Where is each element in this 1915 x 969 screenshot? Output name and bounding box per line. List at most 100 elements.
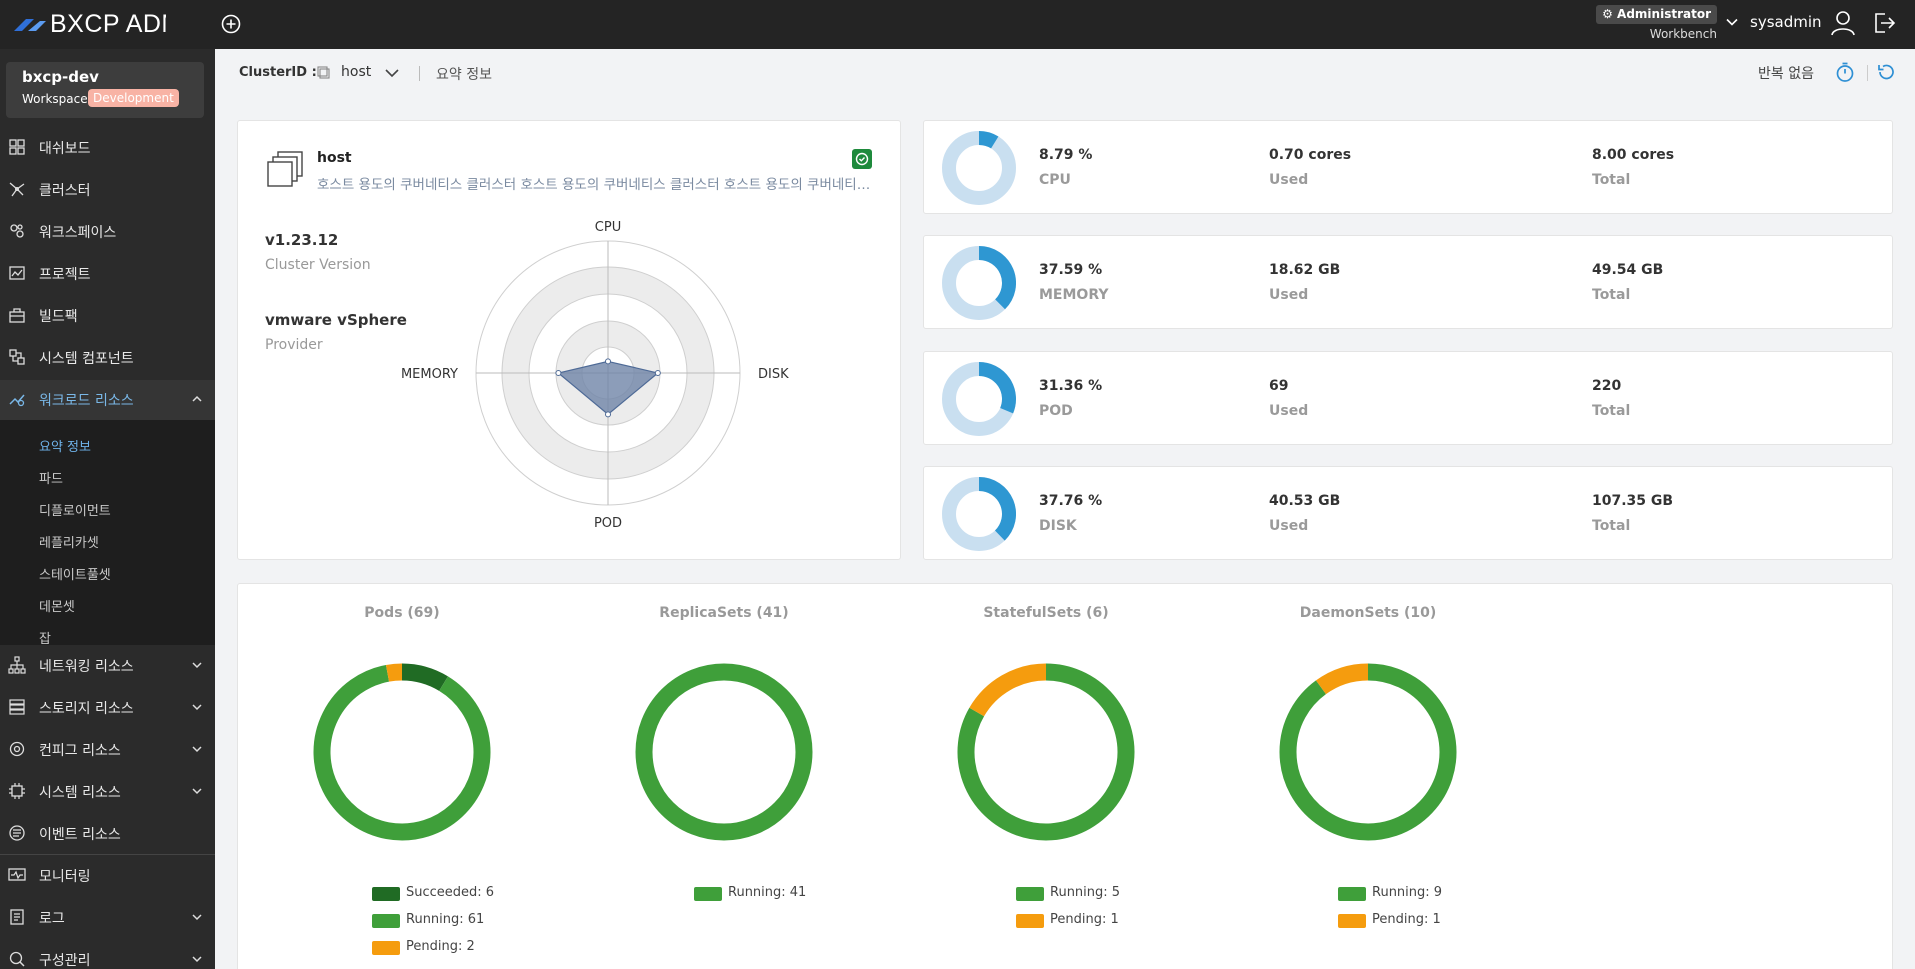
chevron-up-icon bbox=[192, 395, 202, 402]
chevron-down-icon[interactable] bbox=[384, 66, 400, 80]
total-value: 8.00 cores bbox=[1592, 147, 1675, 163]
user-icon bbox=[1831, 11, 1855, 36]
legend-label: Running: 5 bbox=[1050, 885, 1121, 900]
submenu-item-deployment[interactable]: 디플로이먼트 bbox=[39, 504, 111, 519]
logout-button[interactable] bbox=[1871, 10, 1897, 36]
sidebar-item-config-manage[interactable]: 구성관리 bbox=[0, 940, 215, 969]
donut-segment-succeeded[interactable] bbox=[401, 663, 448, 692]
dashboard-icon bbox=[9, 139, 25, 155]
sidebar-item-monitoring[interactable]: 모니터링 bbox=[0, 856, 215, 894]
sidebar-item-log[interactable]: 로그 bbox=[0, 898, 215, 936]
submenu-item-summary[interactable]: 요약 정보 bbox=[39, 440, 91, 455]
submenu-item-statefulset[interactable]: 스테이트풀셋 bbox=[39, 568, 111, 583]
cluster-version-value: v1.23.12 bbox=[265, 231, 339, 249]
legend-swatch bbox=[1338, 914, 1366, 928]
workload-title: StatefulSets (6) bbox=[983, 605, 1109, 621]
submenu-item-job[interactable]: 잡 bbox=[39, 632, 51, 647]
donut-segment-running[interactable] bbox=[957, 663, 1135, 841]
system-resource-icon bbox=[9, 783, 25, 799]
radar-point[interactable] bbox=[605, 358, 611, 365]
plus-circle-icon bbox=[221, 14, 241, 34]
cluster-select[interactable]: host bbox=[341, 64, 372, 80]
usage-percent: 31.36 % bbox=[1039, 378, 1103, 394]
workspace-card[interactable]: bxcp-dev Workspace Development bbox=[6, 62, 204, 118]
daemonsets-status: DaemonSets (10) Running: 9 Pending: 1 bbox=[1238, 584, 1498, 969]
sidebar-item-storage[interactable]: 스토리지 리소스 bbox=[0, 688, 215, 726]
sidebar-item-config[interactable]: 컨피그 리소스 bbox=[0, 730, 215, 768]
donut-segment-running[interactable] bbox=[313, 664, 491, 841]
chevron-down-icon bbox=[192, 662, 202, 669]
submenu-item-replicaset[interactable]: 레플리카셋 bbox=[39, 536, 99, 551]
cluster-id-label: ClusterID : bbox=[239, 65, 317, 80]
used-value: 69 bbox=[1269, 378, 1289, 394]
role-switcher[interactable]: ⚙ Administrator Workbench bbox=[1596, 5, 1745, 43]
sidebar-item-workload[interactable]: 워크로드 리소스 bbox=[0, 380, 215, 420]
pods-status: Pods (69) Succeeded: 6 Running: 61 Pending… bbox=[272, 584, 532, 969]
network-icon bbox=[8, 656, 26, 674]
role-subtitle: Workbench bbox=[1649, 27, 1717, 41]
sidebar-item-label: 컨피그 리소스 bbox=[39, 743, 121, 759]
submenu-item-daemonset[interactable]: 데몬셋 bbox=[39, 600, 75, 615]
sidebar-item-system-component[interactable]: 시스템 컴포넌트 bbox=[0, 338, 215, 376]
sidebar-item-label: 로그 bbox=[39, 911, 65, 927]
donut-segment-running[interactable] bbox=[635, 663, 813, 841]
sidebar-item-cluster[interactable]: 클러스터 bbox=[0, 170, 215, 208]
workload-icon bbox=[9, 394, 25, 407]
sidebar-item-event[interactable]: 이벤트 리소스 bbox=[0, 814, 215, 852]
legend-swatch bbox=[1016, 914, 1044, 928]
sidebar-item-label: 빌드팩 bbox=[39, 309, 78, 325]
refresh-interval-label[interactable]: 반복 없음 bbox=[1758, 66, 1814, 82]
config-manage-icon bbox=[9, 951, 25, 967]
sidebar-item-project[interactable]: 프로젝트 bbox=[0, 254, 215, 292]
config-icon bbox=[9, 741, 25, 757]
timer-icon[interactable] bbox=[1834, 61, 1856, 83]
radar-point[interactable] bbox=[654, 370, 661, 376]
sidebar-item-label: 스토리지 리소스 bbox=[39, 701, 134, 717]
used-label: Used bbox=[1269, 518, 1309, 534]
environment-badge: Development bbox=[88, 89, 179, 107]
sidebar-item-label: 워크스페이스 bbox=[39, 225, 117, 241]
workload-status-card: Pods (69) Succeeded: 6 Running: 61 Pending… bbox=[237, 583, 1893, 969]
used-label: Used bbox=[1269, 172, 1309, 188]
workload-title: ReplicaSets (41) bbox=[659, 605, 789, 621]
resource-name: DISK bbox=[1039, 518, 1077, 534]
cluster-version-label: Cluster Version bbox=[265, 257, 371, 273]
legend-swatch bbox=[1338, 887, 1366, 901]
workload-title: DaemonSets (10) bbox=[1299, 605, 1437, 621]
replicasets-status: ReplicaSets (41) Running: 41 bbox=[594, 584, 854, 969]
cluster-name: host bbox=[317, 150, 352, 166]
app-logo[interactable]: BXCP ADMIN bbox=[12, 10, 166, 38]
status-donut bbox=[635, 663, 813, 841]
add-button[interactable] bbox=[219, 12, 243, 36]
project-icon bbox=[9, 266, 25, 280]
sidebar-item-buildpack[interactable]: 빌드팩 bbox=[0, 296, 215, 334]
breadcrumb: ClusterID : host 요약 정보 반복 없음 bbox=[215, 49, 1915, 98]
donut-segment-pending[interactable] bbox=[1315, 663, 1369, 695]
breadcrumb-separator bbox=[419, 66, 420, 81]
usage-donut bbox=[942, 477, 1016, 551]
donut-usage-arc bbox=[978, 131, 999, 149]
logout-icon bbox=[1875, 13, 1896, 33]
role-badge-label: Administrator bbox=[1617, 7, 1711, 21]
sidebar-item-workspace[interactable]: 워크스페이스 bbox=[0, 212, 215, 250]
usage-percent: 37.76 % bbox=[1039, 493, 1103, 509]
sidebar-item-dashboard[interactable]: 대쉬보드 bbox=[0, 128, 215, 166]
user-profile-button[interactable] bbox=[1829, 9, 1857, 37]
refresh-icon[interactable] bbox=[1876, 62, 1896, 82]
workload-title: Pods (69) bbox=[364, 605, 440, 621]
disk-usage-card: 37.76 % DISK 40.53 GB Used 107.35 GB Tot… bbox=[923, 466, 1893, 560]
workspace-icon bbox=[10, 224, 24, 238]
radar-point[interactable] bbox=[555, 370, 562, 376]
sidebar-item-system-resource[interactable]: 시스템 리소스 bbox=[0, 772, 215, 810]
workspace-label: Workspace bbox=[22, 92, 88, 106]
sidebar-item-network[interactable]: 네트워킹 리소스 bbox=[0, 646, 215, 684]
legend-label: Running: 41 bbox=[728, 885, 807, 900]
submenu-item-pod[interactable]: 파드 bbox=[39, 472, 63, 487]
radar-point[interactable] bbox=[605, 411, 611, 418]
role-badge: ⚙ Administrator bbox=[1596, 5, 1717, 24]
sidebar-item-label: 대쉬보드 bbox=[39, 141, 91, 157]
donut-segment-pending[interactable] bbox=[969, 663, 1047, 717]
legend-swatch bbox=[372, 941, 400, 955]
donut-segment-running[interactable] bbox=[1279, 663, 1457, 841]
donut-segment-pending[interactable] bbox=[385, 663, 403, 682]
